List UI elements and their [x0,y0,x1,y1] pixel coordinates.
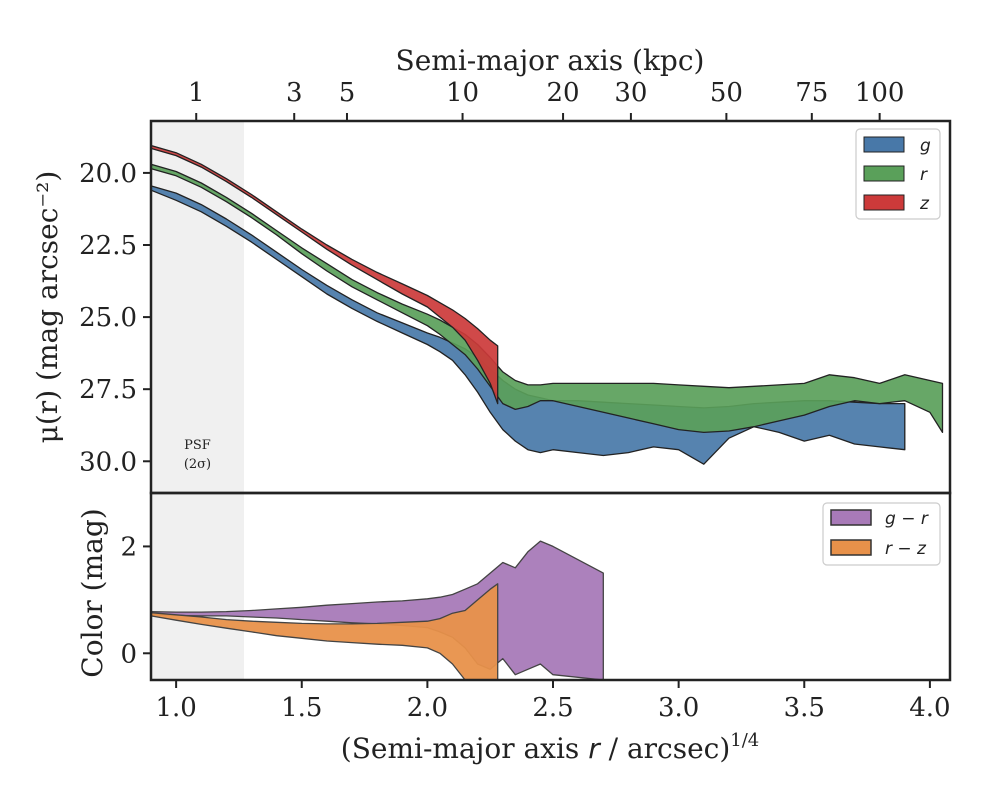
color-y-axis-title: Color (mag) [76,508,109,677]
x-tick-label: 2.5 [532,693,573,723]
axis-ticks: 20.0 22.5 25.0 27.5 30.0 0 2 1.0 1.5 2.0 2.5 3.0 3.5… [79,78,950,723]
legend-label-g: g [920,136,931,156]
top-tick-label: 30 [614,78,647,108]
color-axes-frame [149,491,952,682]
legend-label-g-r: g − r [885,509,929,529]
top-axis-title: Semi-major axis (kpc) [396,44,705,77]
x-axis-title-tail: / arcsec) [600,732,731,765]
top-tick-label: 20 [547,78,580,108]
profile-y-tick-label: 25.0 [79,303,137,333]
x-tick-label: 3.5 [784,693,825,723]
band-z-profile [150,144,499,405]
x-axis-title-main: (Semi-major axis [341,732,588,765]
psf-region-color [151,493,244,680]
legend-swatch-z [863,194,905,211]
top-tick-label: 5 [339,78,356,108]
color-y-tick-label: 0 [120,639,137,669]
top-tick-label: 50 [710,78,743,108]
legend-swatch-r-z [830,539,872,556]
x-axis-title-sup: 1/4 [730,730,759,751]
x-tick-label: 3.0 [658,693,699,723]
band-r-profile [150,163,944,434]
psf-label: PSF [184,438,211,453]
profile-y-tick-label: 22.5 [79,231,137,261]
x-axis-title-var: r [588,732,601,765]
band-g-profile [150,185,906,465]
profile-y-tick-label: 20.0 [79,159,137,189]
psf-sigma-label: (2σ) [184,457,211,472]
legend-swatch-r [863,165,905,182]
x-tick-label: 4.0 [909,693,950,723]
legend-swatch-g [863,136,905,153]
x-tick-label: 1.5 [281,693,322,723]
legend-label-r-z: r − z [885,539,927,559]
profile-y-tick-label: 30.0 [79,447,137,477]
profile-y-axis-title: μ(r) (mag arcsec⁻²) [31,171,64,444]
x-tick-label: 2.0 [407,693,448,723]
profile-y-tick-label: 27.5 [79,375,137,405]
profile-legend: g r z [855,128,941,220]
top-tick-label: 75 [795,78,828,108]
legend-label-r: r [920,165,928,185]
color-legend: g − r r − z [822,502,941,566]
top-tick-label: 100 [855,78,905,108]
x-tick-label: 1.0 [155,693,196,723]
legend-swatch-g-r [830,509,872,526]
top-tick-label: 1 [188,78,205,108]
color-y-tick-label: 2 [120,532,137,562]
profile-plot-area [150,144,944,465]
legend-label-z: z [919,194,930,214]
top-tick-label: 3 [286,78,303,108]
x-axis-title: (Semi-major axis r / arcsec)1/4 [341,730,759,765]
top-tick-label: 10 [446,78,479,108]
